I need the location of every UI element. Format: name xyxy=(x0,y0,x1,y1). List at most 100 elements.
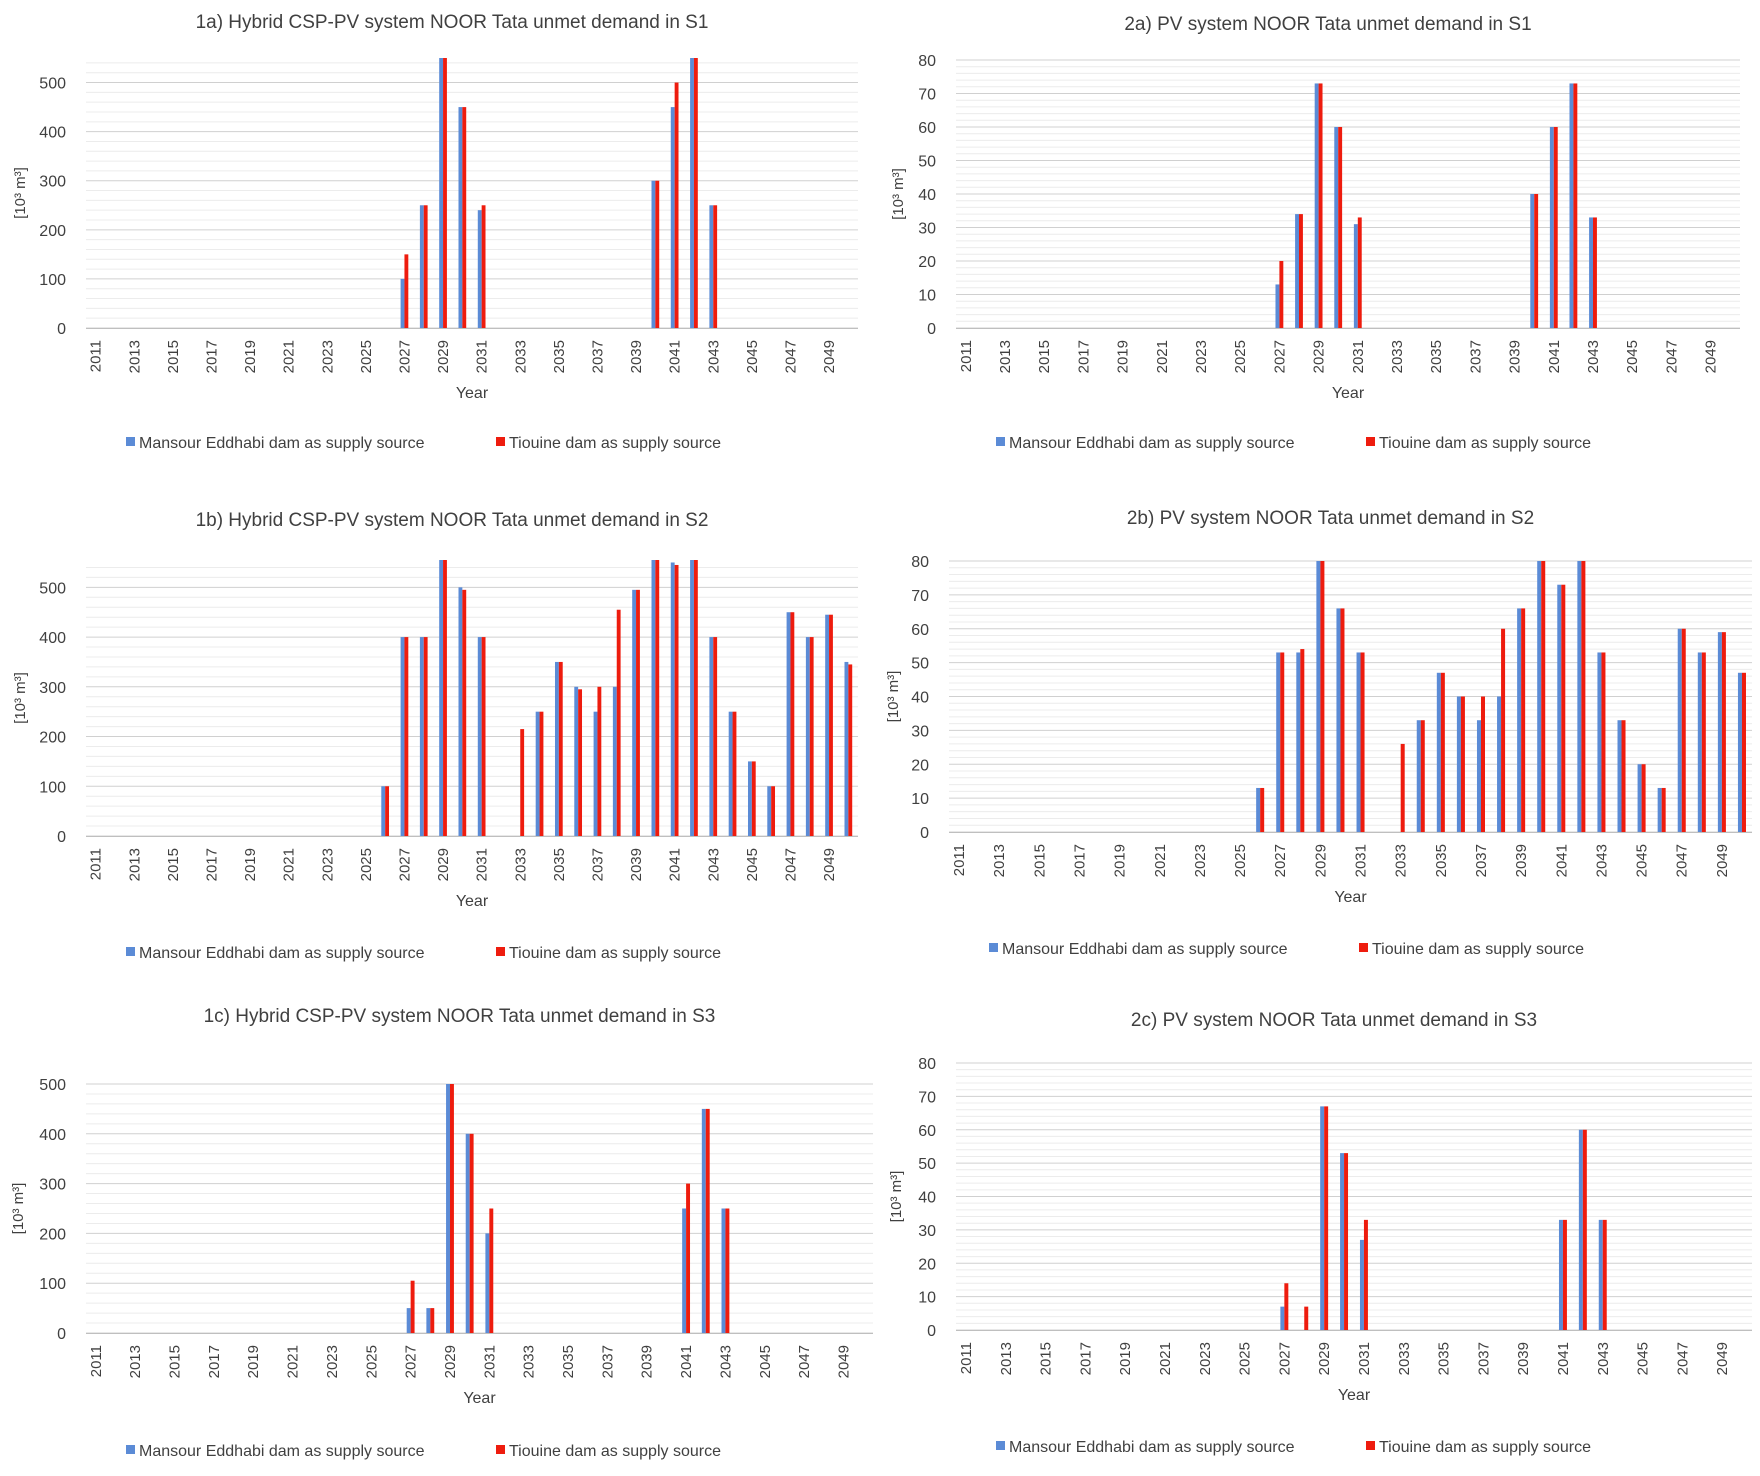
bar-tiouine-2042 xyxy=(1582,1129,1587,1330)
bar-mansour-2036 xyxy=(1456,696,1461,832)
x-tick-label: 2041 xyxy=(1553,844,1570,877)
bar-mansour-2030 xyxy=(1336,608,1341,832)
bar-mansour-2041 xyxy=(670,107,675,328)
x-tick-label: 2021 xyxy=(285,1345,302,1378)
x-tick-label: 2013 xyxy=(997,340,1014,373)
bar-tiouine-2043 xyxy=(1593,217,1597,328)
x-tick-label: 2035 xyxy=(551,848,568,881)
y-tick-label: 0 xyxy=(57,829,66,846)
bar-mansour-2039 xyxy=(632,589,637,836)
y-tick-label: 30 xyxy=(911,723,929,740)
x-tick-label: 2043 xyxy=(1593,844,1610,877)
bar-mansour-2046 xyxy=(767,786,772,836)
x-tick-label: 2017 xyxy=(203,848,220,881)
x-tick-label: 2011 xyxy=(958,340,975,372)
bar-tiouine-2038 xyxy=(616,609,621,836)
x-axis-label: Year xyxy=(1338,1387,1371,1404)
bar-mansour-2036 xyxy=(574,686,579,836)
x-tick-label: 2027 xyxy=(1276,1342,1293,1375)
bar-mansour-2029 xyxy=(439,560,444,836)
bar-mansour-2037 xyxy=(593,711,598,836)
legend-swatch xyxy=(496,1445,505,1454)
bar-tiouine-2030 xyxy=(1338,127,1343,328)
x-tick-label: 2039 xyxy=(1515,1342,1532,1375)
bar-tiouine-2047 xyxy=(1681,628,1686,832)
bar-mansour-2044 xyxy=(1617,720,1622,832)
bar-mansour-2043 xyxy=(721,1208,726,1333)
x-tick-label: 2039 xyxy=(628,340,645,373)
x-tick-label: 2015 xyxy=(1036,340,1053,373)
y-tick-label: 40 xyxy=(918,187,936,204)
y-tick-label: 40 xyxy=(918,1190,936,1207)
x-tick-label: 2011 xyxy=(951,844,968,876)
y-tick-label: 0 xyxy=(920,825,929,842)
y-tick-label: 60 xyxy=(918,1123,936,1140)
legend-label: Tiouine dam as supply source xyxy=(509,435,721,452)
bar-mansour-2040 xyxy=(1537,561,1542,832)
bar-tiouine-2040 xyxy=(655,180,660,328)
x-tick-label: 2043 xyxy=(717,1345,734,1378)
bar-tiouine-2031 xyxy=(1363,1219,1368,1330)
bar-mansour-2038 xyxy=(1497,696,1502,832)
bar-mansour-2050 xyxy=(844,661,849,836)
bar-tiouine-2028 xyxy=(1299,214,1303,328)
y-tick-label: 300 xyxy=(39,174,66,191)
bar-tiouine-2030 xyxy=(1344,1153,1349,1330)
bar-tiouine-2049 xyxy=(829,614,833,836)
legend-label: Tiouine dam as supply source xyxy=(1379,435,1591,452)
y-tick-label: 20 xyxy=(918,254,936,271)
x-tick-label: 2025 xyxy=(358,340,375,373)
bar-mansour-2031 xyxy=(477,637,482,836)
x-tick-label: 2011 xyxy=(88,1345,105,1377)
legend-label: Mansour Eddhabi dam as supply source xyxy=(139,435,425,452)
x-tick-label: 2035 xyxy=(1433,844,1450,877)
bar-tiouine-2028 xyxy=(1304,1306,1309,1330)
legend-swatch xyxy=(1366,1441,1375,1450)
x-tick-label: 2035 xyxy=(551,340,568,373)
chart-title: 2b) PV system NOOR Tata unmet demand in … xyxy=(1127,508,1534,529)
x-tick-label: 2049 xyxy=(1703,340,1720,373)
legend-swatch xyxy=(126,437,135,446)
y-tick-label: 100 xyxy=(39,1276,66,1293)
x-tick-label: 2027 xyxy=(396,848,413,881)
legend-label: Mansour Eddhabi dam as supply source xyxy=(1009,435,1295,452)
x-tick-label: 2025 xyxy=(1232,844,1249,877)
bar-tiouine-2037 xyxy=(597,686,602,836)
x-tick-label: 2025 xyxy=(1237,1342,1254,1375)
x-tick-label: 2039 xyxy=(1513,844,1530,877)
bar-tiouine-2030 xyxy=(462,107,467,328)
bar-mansour-2031 xyxy=(485,1233,490,1333)
x-tick-label: 2023 xyxy=(319,848,336,881)
x-axis-label: Year xyxy=(1334,889,1367,906)
bar-tiouine-2027 xyxy=(404,254,409,328)
bar-mansour-2047 xyxy=(786,612,791,836)
y-tick-label: 70 xyxy=(918,1089,936,1106)
bar-mansour-2042 xyxy=(1578,1129,1583,1330)
x-tick-label: 2013 xyxy=(998,1342,1015,1375)
y-tick-label: 100 xyxy=(39,779,66,796)
bar-tiouine-2035 xyxy=(558,661,563,836)
x-tick-label: 2037 xyxy=(1467,340,1484,373)
legend-swatch xyxy=(496,437,505,446)
x-tick-label: 2027 xyxy=(1272,844,1289,877)
bar-mansour-2049 xyxy=(1717,632,1722,832)
bar-tiouine-2040 xyxy=(655,560,660,836)
y-tick-label: 200 xyxy=(39,730,66,747)
bar-tiouine-2041 xyxy=(686,1183,691,1333)
x-tick-label: 2049 xyxy=(821,848,838,881)
y-tick-label: 400 xyxy=(39,1127,66,1144)
bar-tiouine-2045 xyxy=(1641,764,1646,832)
bar-tiouine-2048 xyxy=(809,637,814,836)
bar-tiouine-2043 xyxy=(713,637,718,836)
x-axis-label: Year xyxy=(1332,385,1365,402)
x-tick-label: 2027 xyxy=(403,1345,420,1378)
y-tick-label: 60 xyxy=(918,120,936,137)
y-tick-label: 500 xyxy=(39,580,66,597)
x-tick-label: 2033 xyxy=(1396,1342,1413,1375)
x-tick-label: 2037 xyxy=(599,1345,616,1378)
y-tick-label: 300 xyxy=(39,680,66,697)
bar-tiouine-2031 xyxy=(1357,217,1362,328)
x-tick-label: 2047 xyxy=(782,340,799,373)
x-tick-label: 2033 xyxy=(512,848,529,881)
legend-swatch xyxy=(126,947,135,956)
